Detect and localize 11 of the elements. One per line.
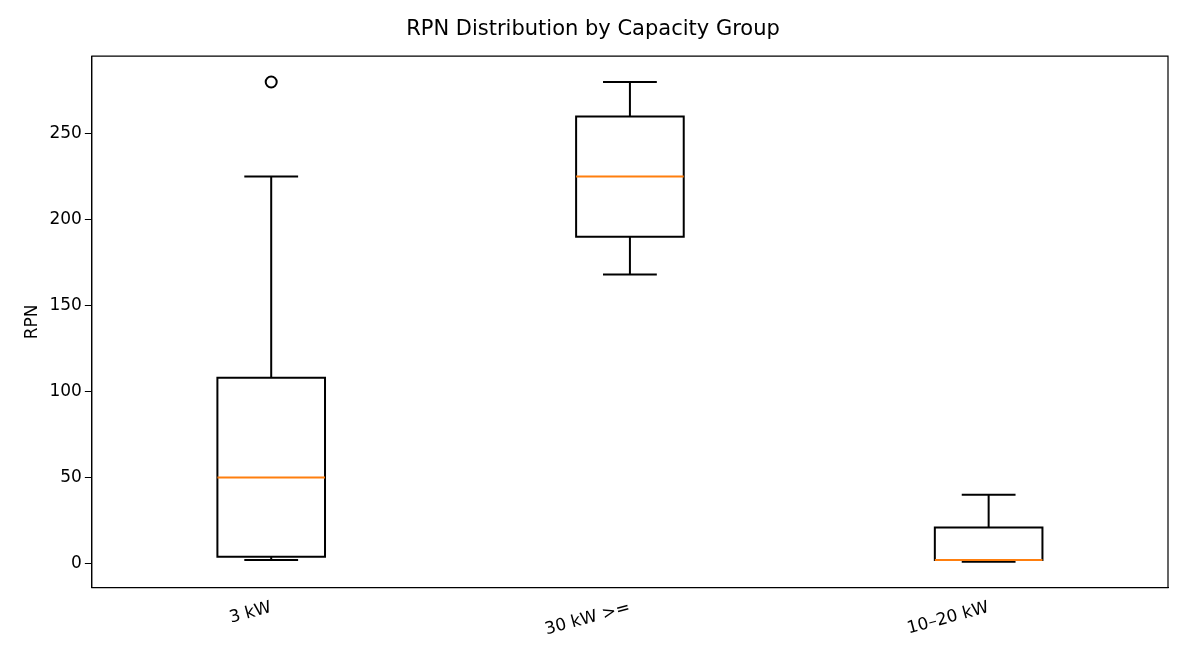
x-tick-label: 3 kW — [226, 596, 274, 627]
y-tick-label: 150 — [49, 294, 82, 314]
y-tick-label: 200 — [49, 208, 82, 229]
chart-title: RPN Distribution by Capacity Group — [406, 16, 780, 41]
x-tick-label: 30 kW >= — [542, 596, 633, 639]
y-tick-label: 250 — [49, 122, 82, 143]
y-tick-label: 50 — [60, 465, 82, 486]
y-tick-label: 0 — [71, 551, 82, 572]
y-axis-title: RPN — [20, 304, 41, 340]
y-tick-label: 100 — [49, 379, 82, 400]
x-tick-label: 10–20 kW — [904, 596, 991, 638]
